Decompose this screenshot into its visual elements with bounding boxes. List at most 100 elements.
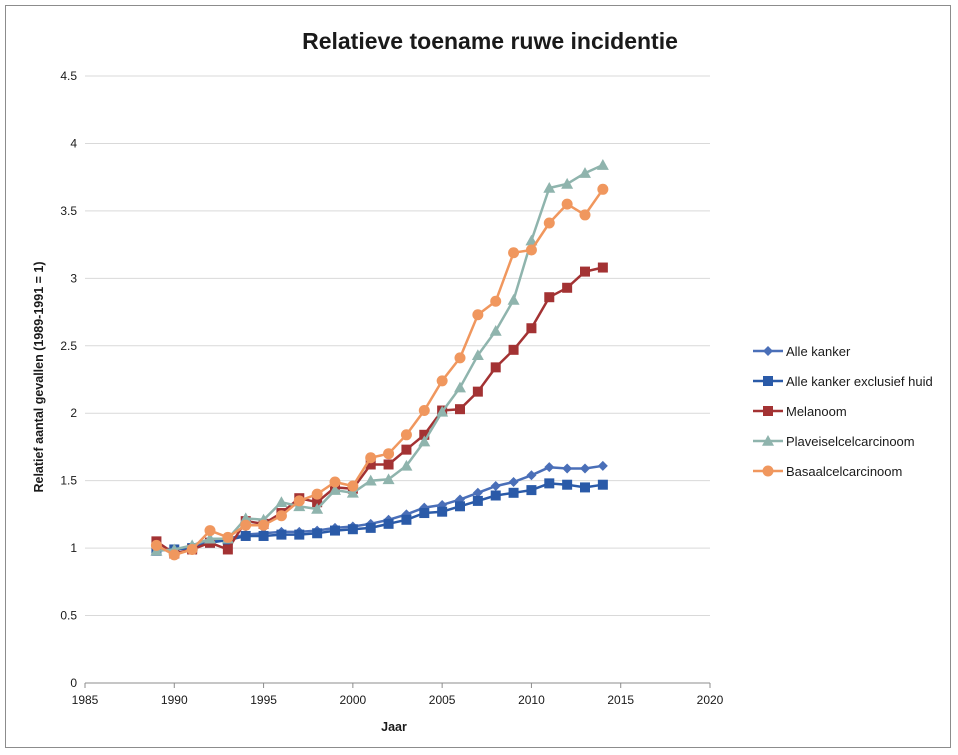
data-point	[508, 477, 519, 488]
legend-label: Melanoom	[786, 404, 847, 419]
data-point	[525, 234, 538, 246]
data-point	[454, 352, 466, 364]
data-point	[597, 460, 608, 471]
data-point	[419, 508, 430, 519]
data-point	[490, 295, 502, 307]
data-point	[562, 479, 573, 490]
y-tick-label: 1.5	[60, 474, 77, 488]
data-point	[472, 495, 483, 506]
legend-marker	[762, 435, 774, 446]
legend-entry: Melanoom	[753, 404, 847, 419]
data-point	[596, 159, 609, 170]
legend-entry: Alle kanker exclusief huid	[753, 374, 933, 389]
y-tick-label: 0	[70, 676, 77, 690]
data-point	[561, 198, 573, 210]
legend: Alle kanker Alle kanker exclusief huid Mel…	[753, 344, 933, 479]
data-point	[544, 462, 555, 473]
data-point	[383, 459, 394, 470]
data-point	[329, 476, 341, 488]
data-point	[311, 488, 323, 500]
data-point	[150, 539, 162, 551]
data-point	[204, 525, 216, 537]
x-tick-label: 2010	[518, 693, 545, 707]
data-point	[401, 514, 412, 525]
y-tick-label: 3.5	[60, 204, 77, 218]
data-point	[580, 463, 590, 474]
data-point	[365, 459, 376, 470]
data-point	[311, 502, 324, 514]
data-point	[472, 487, 483, 498]
data-point	[543, 181, 556, 193]
data-point	[365, 452, 377, 464]
data-point	[364, 474, 377, 486]
y-tick-label: 0.5	[60, 609, 77, 623]
x-tick-label: 1985	[72, 693, 99, 707]
data-point	[455, 404, 465, 415]
x-tick-label: 2005	[429, 693, 456, 707]
data-point	[597, 479, 608, 490]
data-point	[400, 459, 413, 471]
series-4	[150, 183, 609, 561]
legend-label: Alle kanker	[786, 344, 851, 359]
data-point	[383, 518, 394, 529]
data-point	[401, 444, 412, 455]
data-point	[489, 324, 502, 336]
data-point	[418, 435, 431, 447]
x-axis-title: Jaar	[381, 720, 407, 734]
data-point	[508, 247, 520, 259]
data-point	[579, 167, 591, 178]
data-point	[312, 497, 323, 508]
series-1	[151, 478, 608, 556]
series-3	[150, 159, 609, 556]
data-point	[275, 510, 287, 522]
data-point	[312, 528, 323, 539]
data-point	[471, 349, 484, 361]
y-tick-label: 4.5	[60, 69, 77, 83]
data-point	[597, 183, 609, 195]
legend-entry: Basaalcelcarcinoom	[753, 464, 902, 479]
data-point	[275, 496, 288, 508]
data-point	[186, 543, 198, 555]
legend-marker	[763, 376, 773, 386]
data-point	[419, 429, 430, 440]
data-point	[294, 529, 305, 540]
chart-title: Relatieve toename ruwe incidentie	[302, 28, 678, 54]
data-point	[329, 484, 341, 495]
data-point	[276, 529, 287, 540]
data-point	[562, 282, 573, 293]
x-tick-label: 1995	[250, 693, 277, 707]
data-point	[240, 530, 251, 541]
data-point	[454, 381, 466, 393]
data-point	[525, 244, 537, 256]
data-point	[472, 386, 483, 397]
data-point	[222, 544, 233, 555]
x-tick-label: 1990	[161, 693, 188, 707]
y-tick-label: 2.5	[60, 339, 77, 353]
data-point	[490, 481, 501, 492]
x-tick-label: 2020	[697, 693, 724, 707]
data-point	[437, 506, 448, 517]
legend-label: Alle kanker exclusief huid	[786, 374, 933, 389]
data-point	[580, 482, 590, 493]
data-point	[382, 473, 395, 485]
y-tick-label: 2	[70, 406, 77, 420]
y-tick-label: 1	[70, 541, 77, 555]
data-point	[508, 487, 519, 498]
data-point	[507, 293, 520, 305]
data-point	[293, 495, 305, 507]
data-point	[580, 266, 590, 277]
legend-label: Basaalcelcarcinoom	[786, 464, 902, 479]
data-point	[508, 344, 519, 355]
axes: 0 0.5 1 1.5 2 2.5 3 3.5 4 4.5 1985 1990 1995 2000 2005…	[60, 69, 723, 707]
chart-frame: Relatieve toename ruwe incidentie 0 0.5 1 1…	[5, 5, 951, 748]
x-tick-label: 2015	[607, 693, 634, 707]
data-point	[544, 478, 555, 489]
legend-label: Plaveiselcelcarcinoom	[786, 434, 915, 449]
data-point	[365, 522, 376, 533]
data-point	[561, 177, 574, 189]
data-point	[579, 209, 591, 221]
data-point	[222, 531, 234, 543]
series-2	[151, 262, 608, 559]
data-point	[204, 532, 216, 544]
data-point	[383, 448, 395, 460]
